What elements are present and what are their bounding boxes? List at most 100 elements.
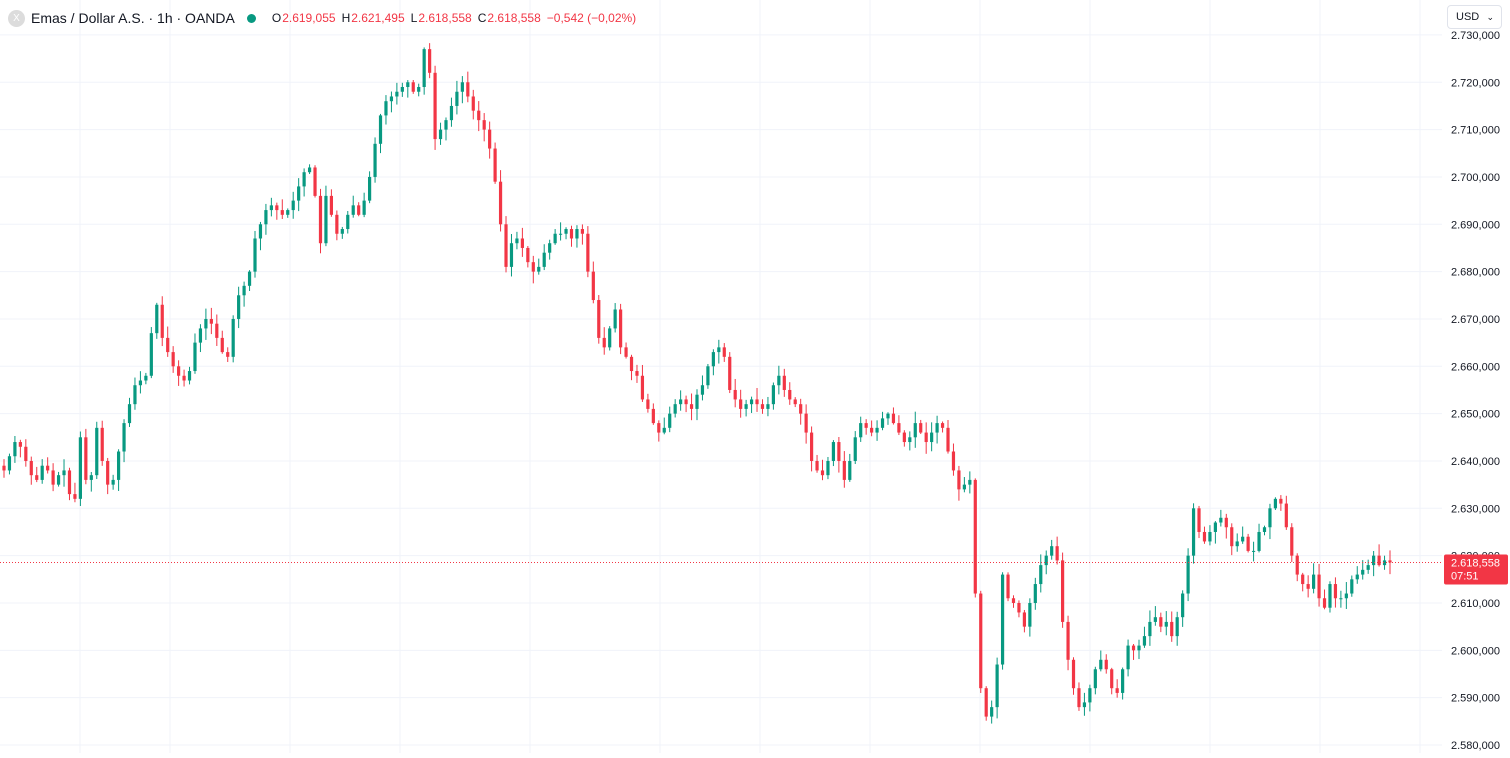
candle-body	[177, 366, 181, 376]
price-axis[interactable]: 2.580,0002.590,0002.600,0002.610,0002.62…	[1451, 30, 1500, 752]
candle	[864, 419, 868, 435]
candle-body	[1044, 555, 1048, 566]
candle-body	[242, 285, 246, 296]
ohlc-low-key: L	[410, 11, 418, 25]
candle	[367, 171, 372, 204]
candle-body	[477, 110, 481, 121]
candle-body	[1197, 508, 1201, 532]
candle	[329, 189, 334, 217]
candle	[722, 343, 726, 362]
candle-body	[422, 49, 426, 88]
candle	[297, 178, 301, 212]
candle-body	[89, 475, 93, 480]
candle-body	[837, 442, 841, 461]
candle-body	[646, 399, 650, 409]
candle-body	[859, 423, 863, 438]
candle	[728, 352, 732, 394]
candle-body	[400, 87, 404, 92]
candle	[116, 449, 121, 491]
candle	[1284, 495, 1288, 530]
price-tick-label: 2.610,000	[1451, 598, 1500, 610]
candle	[438, 122, 443, 145]
candle	[155, 302, 159, 339]
candle	[417, 83, 421, 97]
candle	[444, 117, 448, 141]
candle	[771, 382, 775, 410]
candle	[515, 231, 519, 250]
candle	[848, 453, 852, 482]
candle-body	[1382, 560, 1387, 566]
candle	[837, 437, 841, 473]
candle-body	[553, 233, 557, 244]
candle-body	[722, 347, 726, 357]
candle-body	[1006, 574, 1010, 599]
candle-body	[444, 120, 448, 130]
candle-body	[1082, 702, 1087, 708]
price-tick-label: 2.710,000	[1451, 125, 1500, 137]
candle-body	[106, 460, 110, 485]
candle-body	[1317, 574, 1321, 599]
candle-body	[346, 214, 350, 230]
candle	[318, 188, 323, 254]
candle-body	[657, 423, 661, 433]
symbol-logo-icon[interactable]: X	[8, 9, 25, 27]
candle	[782, 368, 786, 397]
candle-body	[744, 404, 748, 409]
candle	[1121, 667, 1125, 700]
candle-body	[1126, 645, 1130, 670]
candle	[739, 389, 743, 418]
candle	[608, 326, 612, 351]
candle-body	[1110, 669, 1114, 689]
candle-body	[362, 200, 366, 215]
candle	[548, 239, 552, 260]
candle	[378, 113, 383, 154]
candle	[809, 426, 814, 472]
candle-body	[957, 470, 961, 490]
candle	[1339, 590, 1343, 608]
candle-body	[1241, 536, 1245, 542]
candle	[580, 224, 585, 245]
symbol-title[interactable]: Emas / Dollar A.S. · 1h · OANDA	[31, 10, 235, 26]
ohlc-high-key: H	[341, 11, 351, 25]
candle	[498, 170, 503, 232]
candle-body	[237, 295, 241, 319]
candle	[1131, 643, 1136, 660]
candle-body	[1077, 688, 1081, 708]
candle-body	[395, 91, 399, 97]
candle-body	[215, 323, 219, 338]
candle	[482, 113, 486, 142]
candle-body	[891, 413, 896, 424]
candle	[471, 89, 475, 120]
candle	[324, 185, 328, 247]
candle	[1060, 552, 1065, 628]
candle	[67, 467, 72, 501]
candle	[766, 396, 770, 417]
candle-body	[875, 427, 879, 433]
candle-body	[700, 385, 705, 395]
candle-body	[100, 427, 104, 461]
candle-body	[1290, 527, 1294, 556]
candle	[269, 197, 273, 217]
candle	[1066, 615, 1070, 671]
chevron-down-icon: ⌄	[1486, 11, 1494, 22]
candle-body	[711, 352, 715, 367]
candle-body	[1235, 541, 1239, 547]
candle-body	[569, 229, 574, 239]
candle-body	[799, 404, 803, 414]
candle	[979, 590, 983, 694]
ohlc-open-value: 2.619,055	[282, 11, 336, 25]
candle-body	[515, 238, 519, 244]
candle-body	[940, 423, 945, 428]
candle	[668, 406, 672, 433]
candle	[89, 471, 93, 492]
candle	[1197, 505, 1201, 539]
candle	[700, 375, 705, 401]
candle	[209, 307, 213, 335]
candle	[307, 164, 312, 175]
candle	[1071, 657, 1076, 695]
candle	[1355, 566, 1359, 584]
currency-button[interactable]: USD ⌄	[1447, 5, 1502, 29]
